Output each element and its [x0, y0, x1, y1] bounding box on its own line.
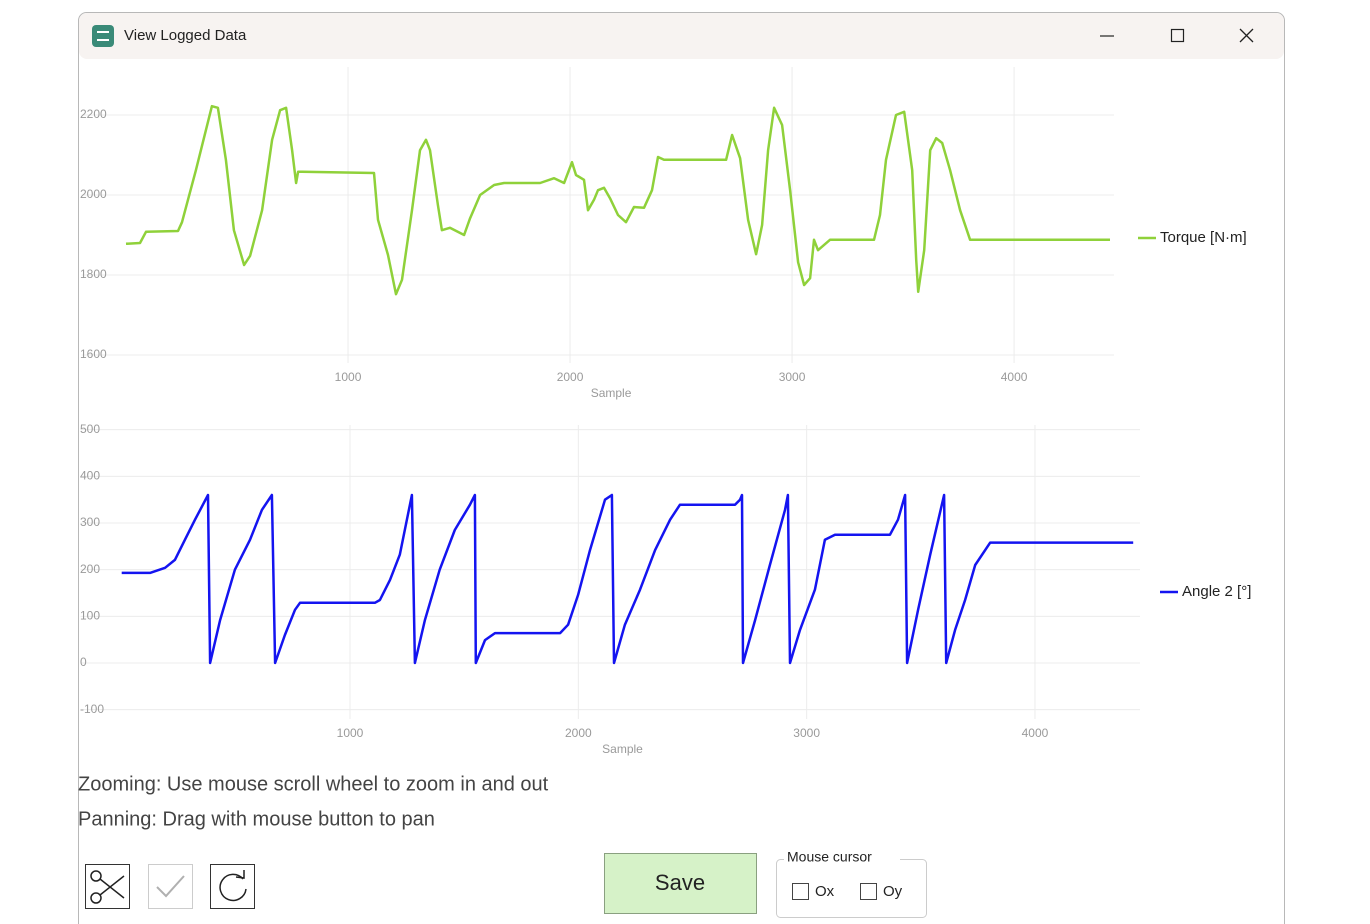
checkbox-oy[interactable] [860, 883, 877, 900]
checkbox-label: Ox [815, 883, 835, 900]
x-tick-label: 4000 [1001, 370, 1028, 384]
save-button[interactable]: Save [604, 853, 757, 914]
cut-button[interactable] [85, 864, 130, 909]
window-title: View Logged Data [124, 27, 247, 44]
x-axis-label: Sample [591, 386, 632, 400]
data-line [121, 493, 1134, 665]
check-glyph [156, 875, 185, 898]
y-tick-label: -100 [80, 702, 104, 716]
legend-label: Torque [N·m] [1160, 229, 1247, 246]
checkbox-ox[interactable] [792, 883, 809, 900]
x-axis-label: Sample [602, 742, 643, 756]
maximize-button[interactable] [1170, 28, 1185, 43]
scissor-ring [90, 892, 102, 904]
y-tick-label: 1600 [80, 347, 107, 361]
y-tick-label: 100 [80, 609, 100, 623]
x-tick-label: 3000 [779, 370, 806, 384]
apply-button[interactable] [148, 864, 193, 909]
y-tick-label: 500 [80, 422, 100, 436]
button-frame [148, 864, 193, 909]
button-frame [604, 853, 757, 914]
y-tick-label: 2000 [80, 187, 107, 201]
y-tick-label: 1800 [80, 267, 107, 281]
x-tick-label: 3000 [793, 726, 820, 740]
app-icon [92, 25, 114, 47]
y-tick-label: 300 [80, 515, 100, 529]
instruction-text: Panning: Drag with mouse button to pan [78, 808, 435, 830]
group-title-bg [784, 850, 900, 866]
y-tick-label: 2200 [80, 107, 107, 121]
x-tick-label: 2000 [557, 370, 584, 384]
refresh-glyph [219, 873, 247, 902]
instruction-text: Zooming: Use mouse scroll wheel to zoom … [78, 773, 549, 795]
group-title: Mouse cursor [787, 849, 872, 865]
reset-button[interactable] [210, 864, 255, 909]
title-bar [79, 13, 1284, 59]
save-label: Save [655, 870, 705, 895]
x-tick-label: 2000 [565, 726, 592, 740]
x-tick-label: 1000 [337, 726, 364, 740]
x-tick-label: 1000 [335, 370, 362, 384]
app-icon-glyph [97, 31, 109, 41]
scissor-blade [99, 875, 125, 899]
close-button[interactable] [1239, 28, 1254, 43]
data-line [125, 104, 1110, 296]
x-tick-label: 4000 [1022, 726, 1049, 740]
legend-label: Angle 2 [°] [1182, 583, 1251, 600]
y-tick-label: 400 [80, 469, 100, 483]
y-tick-label: 0 [80, 655, 87, 669]
checkbox-label: Oy [883, 883, 903, 900]
button-frame [210, 864, 255, 909]
y-tick-label: 200 [80, 562, 100, 576]
refresh-arrow [235, 870, 245, 879]
scissor-ring [90, 870, 102, 882]
